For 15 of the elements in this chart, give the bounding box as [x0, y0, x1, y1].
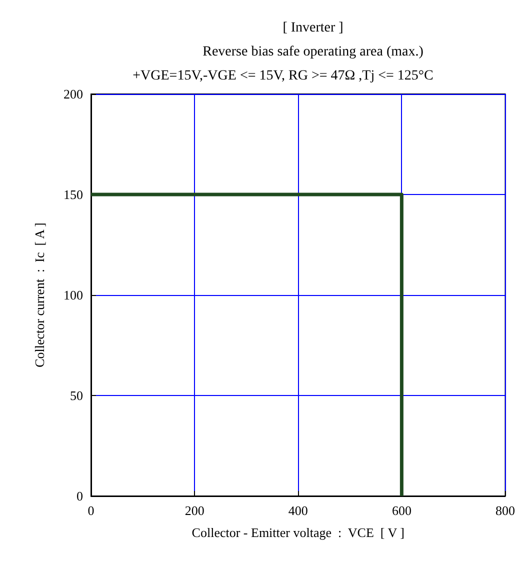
x-tick-label: 200	[184, 503, 204, 518]
y-tick-label: 150	[64, 187, 83, 202]
x-tick-label: 600	[392, 503, 412, 518]
y-tick-label: 100	[64, 288, 83, 302]
x-tick-label: 0	[88, 503, 94, 518]
chart-title: [ Inverter ]	[282, 20, 344, 36]
chart-subtitle: Reverse bias safe operating area (max.)	[202, 44, 424, 60]
text: +VGE=15V,-VGE <= 15V, RG >= 47Ω ,Tj <= 125°C	[132, 68, 434, 84]
y-tick-label: 200	[64, 86, 83, 102]
x-axis-title: Collector - Emitter voltage : VCE [ V ]	[192, 525, 404, 540]
y-tick-label: 0	[76, 488, 83, 504]
y-axis-title: Collector current : Ic [ A ]	[32, 222, 47, 368]
x-tick-label: 400	[288, 503, 308, 518]
y-tick-label: 50	[70, 388, 83, 403]
x-tick-label: 800	[496, 503, 515, 518]
